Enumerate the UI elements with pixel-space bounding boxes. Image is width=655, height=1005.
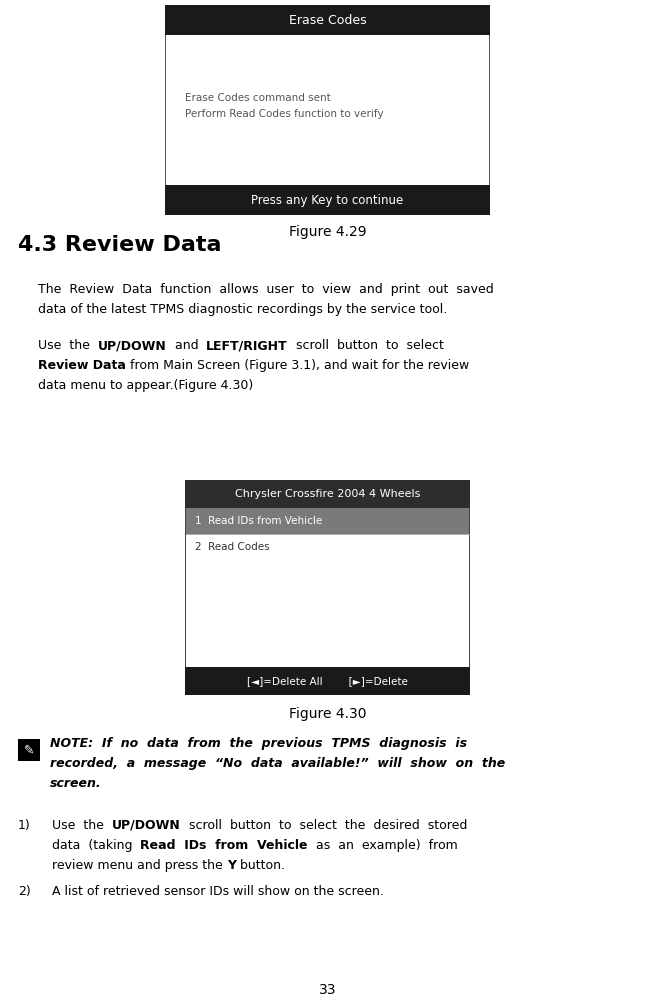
Bar (18, 739, 40, 761)
Text: The  Review  Data  function  allows  user  to  view  and  print  out  saved: The Review Data function allows user to … (38, 283, 494, 296)
Text: data of the latest TPMS diagnostic recordings by the service tool.: data of the latest TPMS diagnostic recor… (38, 303, 447, 316)
Text: and: and (166, 339, 206, 352)
Text: ✎: ✎ (24, 744, 34, 757)
Text: Figure 4.30: Figure 4.30 (289, 707, 366, 721)
Text: 2  Read Codes: 2 Read Codes (195, 542, 270, 552)
Text: Y: Y (227, 859, 236, 872)
Text: Press any Key to continue: Press any Key to continue (252, 194, 403, 206)
Text: scroll  button  to  select: scroll button to select (288, 339, 443, 352)
Text: Erase Codes: Erase Codes (289, 13, 366, 26)
Text: Figure 4.29: Figure 4.29 (289, 225, 366, 239)
Text: data  (taking: data (taking (52, 839, 141, 852)
Text: A list of retrieved sensor IDs will show on the screen.: A list of retrieved sensor IDs will show… (52, 885, 384, 898)
Bar (185, 480, 470, 508)
Text: NOTE:  If  no  data  from  the  previous  TPMS  diagnosis  is: NOTE: If no data from the previous TPMS … (50, 737, 467, 750)
Text: LEFT/RIGHT: LEFT/RIGHT (206, 339, 288, 352)
Text: [◄]=Delete All        [►]=Delete: [◄]=Delete All [►]=Delete (247, 676, 408, 686)
Text: 2): 2) (18, 885, 31, 898)
Bar (165, 5, 490, 35)
Bar (185, 667, 470, 695)
Text: Review Data: Review Data (38, 359, 126, 372)
Text: Read  IDs  from  Vehicle: Read IDs from Vehicle (141, 839, 308, 852)
Bar (185, 480, 470, 695)
Text: Chrysler Crossfire 2004 4 Wheels: Chrysler Crossfire 2004 4 Wheels (234, 489, 421, 499)
Text: data menu to appear.(Figure 4.30): data menu to appear.(Figure 4.30) (38, 379, 253, 392)
Text: 1  Read IDs from Vehicle: 1 Read IDs from Vehicle (195, 516, 322, 526)
Text: 4.3 Review Data: 4.3 Review Data (18, 235, 221, 255)
Text: review menu and press the: review menu and press the (52, 859, 227, 872)
Text: UP/DOWN: UP/DOWN (112, 819, 181, 832)
Text: from Main Screen (Figure 3.1), and wait for the review: from Main Screen (Figure 3.1), and wait … (126, 359, 469, 372)
Text: 1): 1) (18, 819, 31, 832)
Text: screen.: screen. (50, 777, 102, 790)
Text: scroll  button  to  select  the  desired  stored: scroll button to select the desired stor… (181, 819, 467, 832)
Text: Use  the: Use the (38, 339, 98, 352)
Bar (165, 5, 490, 215)
Bar (166, 35, 489, 185)
Bar (186, 508, 469, 667)
Text: Use  the: Use the (52, 819, 112, 832)
Text: 33: 33 (319, 983, 336, 997)
Text: Perform Read Codes function to verify: Perform Read Codes function to verify (185, 109, 384, 119)
Text: recorded,  a  message  “No  data  available!”  will  show  on  the: recorded, a message “No data available!”… (50, 757, 505, 770)
Text: Erase Codes command sent: Erase Codes command sent (185, 93, 331, 103)
Text: button.: button. (236, 859, 285, 872)
Bar (165, 185, 490, 215)
Text: UP/DOWN: UP/DOWN (98, 339, 166, 352)
Bar (186, 508, 469, 534)
Text: as  an  example)  from: as an example) from (308, 839, 458, 852)
